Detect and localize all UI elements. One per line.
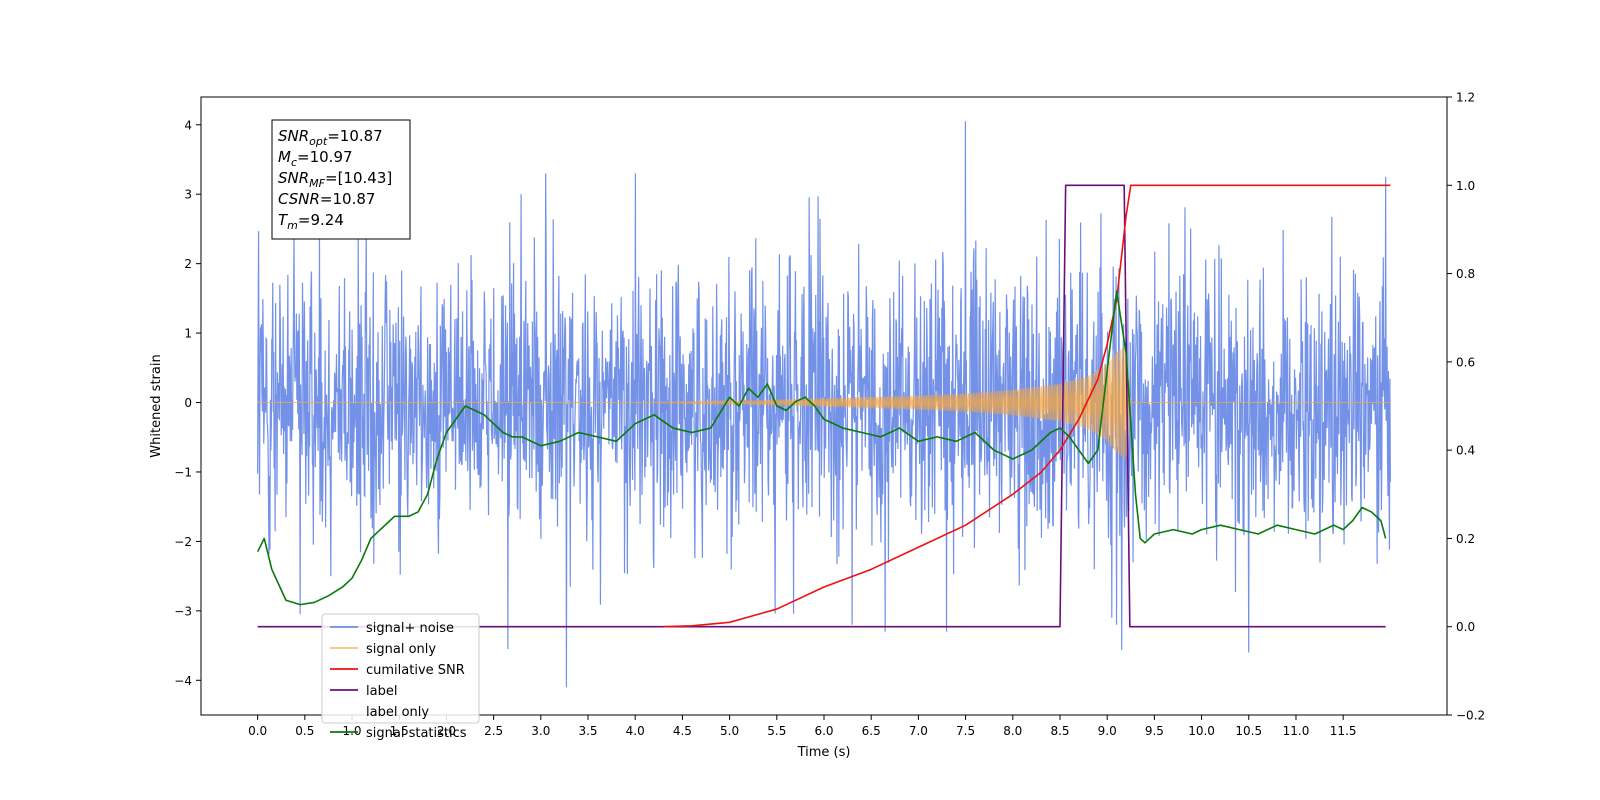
y-right-tick-label: 0.2	[1456, 532, 1475, 546]
y-left-tick-label: −4	[174, 674, 192, 688]
x-tick-label: 11.0	[1283, 724, 1310, 738]
x-tick-label: 0.0	[248, 724, 267, 738]
x-tick-label: 5.5	[767, 724, 786, 738]
x-tick-label: 1.5	[390, 724, 409, 738]
y-left-tick-label: 4	[184, 118, 192, 132]
x-tick-label: 7.0	[909, 724, 928, 738]
legend-frame	[321, 613, 480, 724]
x-tick-label: 3.0	[531, 724, 550, 738]
annotation-line: SNRopt=10.87	[278, 127, 383, 148]
y-right-tick-label: 0.0	[1456, 620, 1475, 634]
stats-annotation-box: SNRopt=10.87Mc=10.97SNRMF=[10.43]CSNR=10…	[271, 119, 411, 240]
x-tick-label: 0.5	[295, 724, 314, 738]
x-tick-label: 4.0	[626, 724, 645, 738]
annotation-line: Tm=9.24	[278, 211, 344, 232]
x-tick-label: 10.5	[1235, 724, 1262, 738]
x-axis-label: Time (s)	[797, 745, 851, 760]
y-right-tick-label: −0.2	[1456, 709, 1485, 723]
y-right-tick-label: 1.2	[1456, 91, 1475, 105]
annotation-line: CSNR=10.87	[278, 190, 375, 208]
x-tick-label: 4.5	[673, 724, 692, 738]
legend-label: label	[366, 684, 397, 699]
y-axis-label: Whitened strain	[149, 354, 164, 457]
series-signal-noise	[257, 121, 1391, 688]
series-signal-statistics	[256, 290, 1387, 606]
x-tick-label: 11.5	[1330, 724, 1357, 738]
x-tick-label: 9.0	[1098, 724, 1117, 738]
y-right-tick-label: 0.6	[1456, 355, 1475, 369]
y-left-tick-label: −3	[174, 604, 192, 618]
y-left-tick-label: −2	[174, 535, 192, 549]
y-left-tick-label: 3	[184, 188, 192, 202]
annotation-line: SNRMF=[10.43]	[278, 169, 392, 190]
series-label	[257, 184, 1386, 628]
series-signal-only	[257, 345, 1391, 459]
x-tick-label: 9.5	[1145, 724, 1164, 738]
y-right-tick-label: 0.4	[1456, 444, 1475, 458]
legend-label: label only	[366, 705, 429, 720]
x-tick-label: 3.5	[578, 724, 597, 738]
x-tick-label: 10.0	[1188, 724, 1215, 738]
legend: signal+ noise signal only cumilative SNR la…	[321, 613, 480, 741]
x-axis: 0.0 0.5 1.0 1.5 2.0 2.5 3.0 3.5 4.0 4.5 5.0 5.5 6.0 6…	[248, 715, 1357, 738]
y-axis-right: −0.2 0.0 0.2 0.4 0.6 0.8 1.0 1.2	[1447, 91, 1485, 723]
x-tick-label: 7.5	[956, 724, 975, 738]
y-left-tick-label: 0	[184, 396, 192, 410]
y-right-tick-label: 0.8	[1456, 267, 1475, 281]
series-layer	[256, 121, 1391, 688]
y-left-tick-label: 2	[184, 257, 192, 271]
x-tick-label: 6.0	[814, 724, 833, 738]
legend-label: signal statistics	[366, 726, 467, 741]
x-tick-label: 2.0	[437, 724, 456, 738]
x-tick-label: 8.5	[1050, 724, 1069, 738]
y-left-tick-label: 1	[184, 327, 192, 341]
y-left-tick-label: −1	[174, 465, 192, 479]
y-axis-left: −4 −3 −2 −1 0 1 2 3 4	[174, 118, 201, 688]
series-cumulative-snr	[663, 184, 1391, 628]
legend-label: cumilative SNR	[366, 663, 465, 678]
y-right-tick-label: 1.0	[1456, 179, 1475, 193]
annotation-line: Mc=10.97	[278, 148, 353, 169]
x-tick-label: 6.5	[862, 724, 881, 738]
legend-label: signal only	[366, 642, 436, 657]
x-tick-label: 2.5	[484, 724, 503, 738]
x-tick-label: 8.0	[1003, 724, 1022, 738]
x-tick-label: 5.0	[720, 724, 739, 738]
legend-label: signal+ noise	[366, 621, 454, 636]
x-tick-label: 1.0	[342, 724, 361, 738]
annotation-frame	[271, 119, 411, 240]
